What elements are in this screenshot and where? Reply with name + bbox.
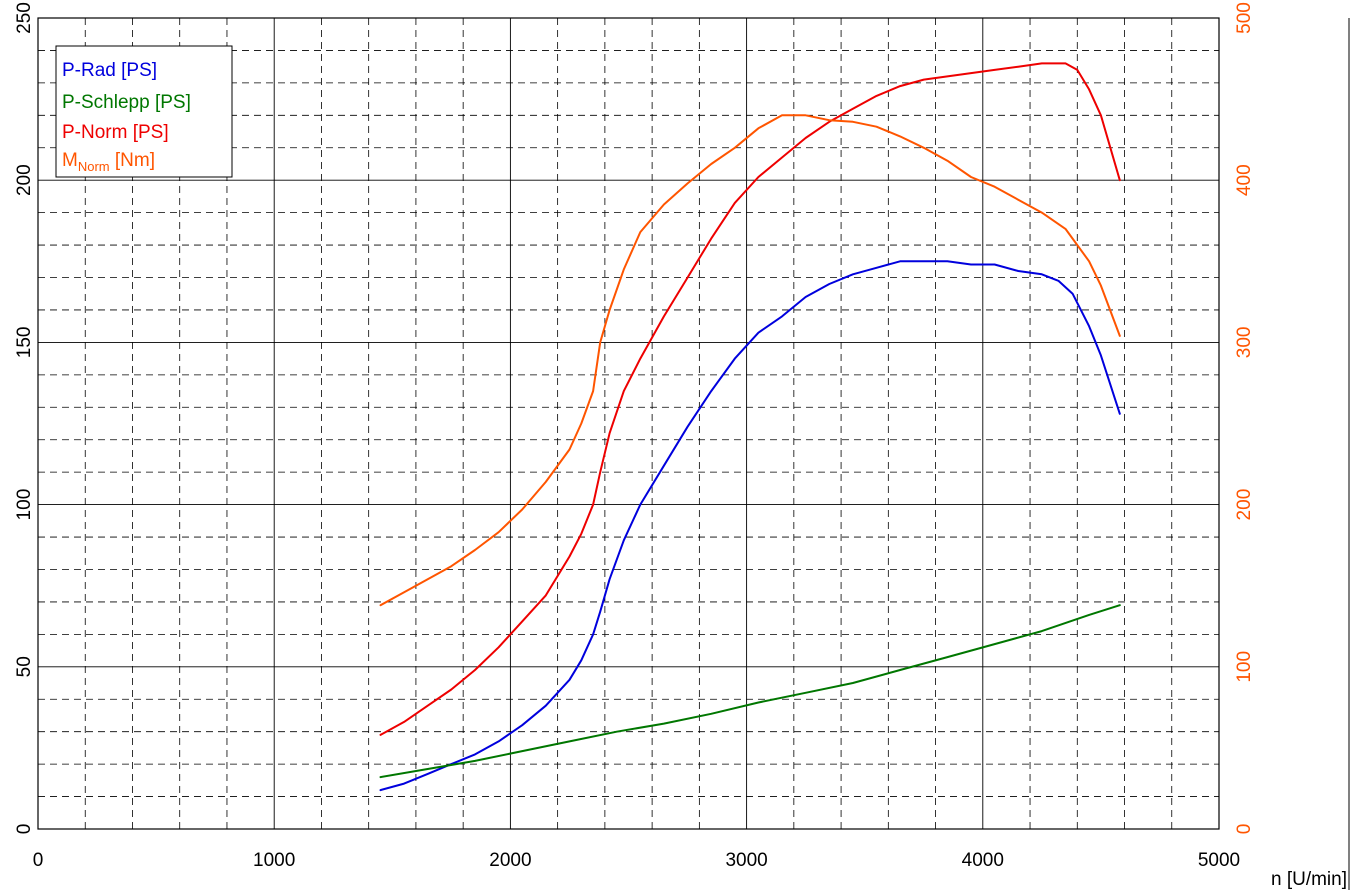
legend-m-after: [Nm] — [110, 150, 155, 171]
x-tick-label: 2000 — [489, 850, 531, 871]
legend-m-main: M — [62, 150, 78, 171]
x-axis-tick-labels: 0 1000 2000 3000 4000 5000 — [33, 850, 1240, 871]
y-left-tick-label: 50 — [14, 656, 35, 677]
x-tick-label: 4000 — [962, 850, 1004, 871]
y-right-tick-labels: 0 100 200 300 400 500 — [1234, 2, 1255, 834]
x-tick-label: 0 — [33, 850, 44, 871]
legend-m-sub: Norm — [78, 159, 110, 174]
y-right-tick-label: 200 — [1234, 489, 1255, 521]
x-tick-label: 5000 — [1198, 850, 1240, 871]
y-right-tick-label: 300 — [1234, 327, 1255, 359]
y-right-tick-label: 500 — [1234, 2, 1255, 34]
legend: P-Rad [PS] P-Schlepp [PS] P-Norm [PS] MN… — [56, 46, 232, 177]
y-right-tick-label: 0 — [1234, 824, 1255, 835]
series-line-m-norm — [381, 115, 1120, 605]
legend-entry-p-schlepp: P-Schlepp [PS] — [62, 92, 191, 113]
y-right-tick-label: 100 — [1234, 651, 1255, 683]
x-tick-label: 1000 — [253, 850, 295, 871]
y-right-tick-label: 400 — [1234, 164, 1255, 196]
y-left-tick-label: 250 — [14, 2, 35, 34]
series-line-p-schlepp — [381, 605, 1120, 777]
y-left-tick-labels: 0 50 100 150 200 250 — [14, 2, 35, 834]
x-axis-label: n [U/min] — [1271, 869, 1347, 890]
y-left-tick-label: 0 — [14, 824, 35, 835]
series-layer — [381, 63, 1120, 790]
y-left-tick-label: 100 — [14, 489, 35, 521]
x-tick-label: 3000 — [725, 850, 767, 871]
legend-entry-p-norm: P-Norm [PS] — [62, 122, 169, 143]
y-left-tick-label: 200 — [14, 164, 35, 196]
legend-entry-p-rad: P-Rad [PS] — [62, 60, 157, 81]
series-line-p-rad — [381, 261, 1120, 790]
y-left-tick-label: 150 — [14, 327, 35, 359]
